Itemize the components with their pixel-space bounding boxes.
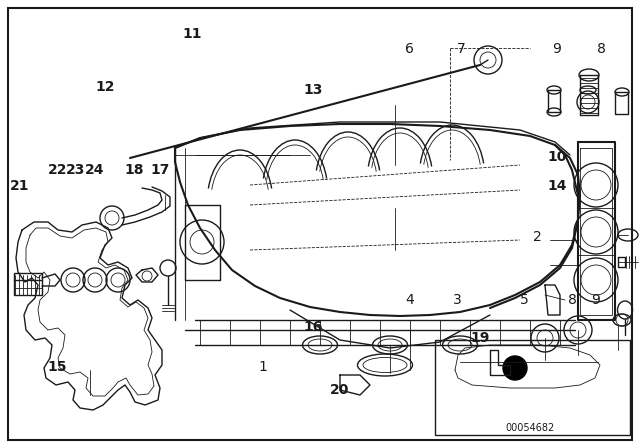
Bar (14, 273, 42, 295)
Text: 22: 22 (48, 163, 67, 177)
Text: 23: 23 (66, 163, 85, 177)
Text: 9: 9 (552, 42, 561, 56)
Text: 6: 6 (405, 42, 414, 56)
Bar (435, 340, 630, 435)
Text: 5: 5 (520, 293, 529, 307)
Text: 20: 20 (330, 383, 349, 397)
Text: 9: 9 (591, 293, 600, 307)
Text: 21: 21 (10, 179, 29, 193)
Text: 1: 1 (258, 360, 267, 375)
Text: 12: 12 (96, 80, 115, 95)
Text: 10: 10 (547, 150, 566, 164)
Text: 13: 13 (304, 82, 323, 97)
Text: 14: 14 (547, 179, 566, 193)
Circle shape (503, 356, 527, 380)
Text: 00054682: 00054682 (506, 423, 555, 433)
Text: 19: 19 (470, 331, 490, 345)
Text: 18: 18 (125, 163, 144, 177)
Text: 3: 3 (453, 293, 462, 307)
Text: 8: 8 (597, 42, 606, 56)
Text: 7: 7 (456, 42, 465, 56)
Text: 15: 15 (48, 360, 67, 375)
Text: 17: 17 (150, 163, 170, 177)
Text: 4: 4 (405, 293, 414, 307)
Text: 2: 2 (533, 230, 542, 245)
Text: 16: 16 (304, 320, 323, 334)
Text: 8: 8 (568, 293, 577, 307)
Text: 24: 24 (85, 163, 104, 177)
Text: 11: 11 (182, 26, 202, 41)
